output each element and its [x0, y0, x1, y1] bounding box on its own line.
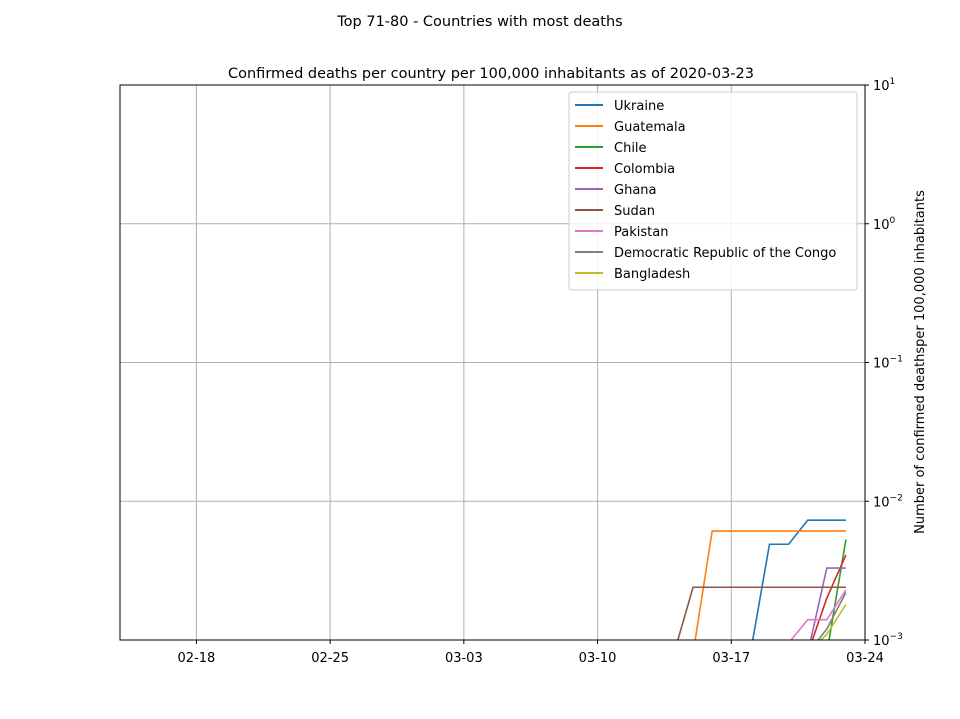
y-tick-base: 10 [873, 495, 890, 510]
y-tick-base: 10 [873, 218, 890, 233]
y-tick-exponent: −3 [890, 632, 903, 642]
legend-entry: Chile [614, 141, 647, 156]
y-tick-label: 10−3 [873, 632, 903, 649]
series-line-1 [694, 530, 846, 640]
series-line-8 [819, 604, 847, 640]
y-axis-label: Number of confirmed deathsper 100,000 in… [913, 190, 928, 534]
chart-title: Confirmed deaths per country per 100,000… [228, 66, 754, 82]
y-tick-exponent: 1 [890, 77, 896, 87]
series-lines [677, 519, 847, 640]
y-tick-label: 10−2 [873, 493, 903, 510]
series-line-4 [809, 567, 846, 640]
series-line-6 [790, 589, 847, 640]
legend-box [568, 91, 858, 291]
x-tick-label: 02-25 [311, 651, 349, 666]
legend-entry: Sudan [614, 204, 655, 219]
x-tick-label: 03-03 [445, 651, 483, 666]
y-tick-base: 10 [873, 634, 890, 649]
legend-entry: Ghana [614, 183, 657, 198]
legend-entry: Democratic Republic of the Congo [614, 246, 836, 261]
x-tick-label: 02-18 [178, 651, 216, 666]
figure-suptitle: Top 71-80 - Countries with most deaths [336, 14, 622, 30]
legend: Ukraine Guatemala Chile Colombia Ghana Sudan P… [568, 91, 858, 291]
legend-entry: Bangladesh [614, 267, 690, 282]
legend-entry: Ukraine [614, 99, 664, 114]
series-line-5 [677, 586, 846, 640]
y-tick-exponent: −2 [890, 493, 903, 503]
legend-entry: Pakistan [614, 225, 668, 240]
x-tick-label: 03-10 [579, 651, 617, 666]
x-tick-label: 03-24 [846, 651, 884, 666]
y-tick-label: 100 [873, 216, 896, 233]
y-tick-label: 101 [873, 77, 895, 94]
y-tick-base: 10 [873, 79, 890, 94]
x-axis: 02-18 02-25 03-03 03-10 03-17 03-24 [178, 640, 884, 666]
y-tick-exponent: 0 [890, 216, 896, 226]
legend-entry: Colombia [614, 162, 675, 177]
series-line-7 [817, 592, 847, 640]
series-line-0 [751, 519, 846, 640]
y-tick-base: 10 [873, 357, 890, 372]
y-tick-label: 10−1 [873, 355, 903, 372]
y-tick-exponent: −1 [890, 355, 903, 365]
series-line-3 [811, 554, 847, 640]
x-tick-label: 03-17 [712, 651, 750, 666]
series-line-2 [828, 539, 847, 640]
legend-entry: Guatemala [614, 120, 686, 135]
